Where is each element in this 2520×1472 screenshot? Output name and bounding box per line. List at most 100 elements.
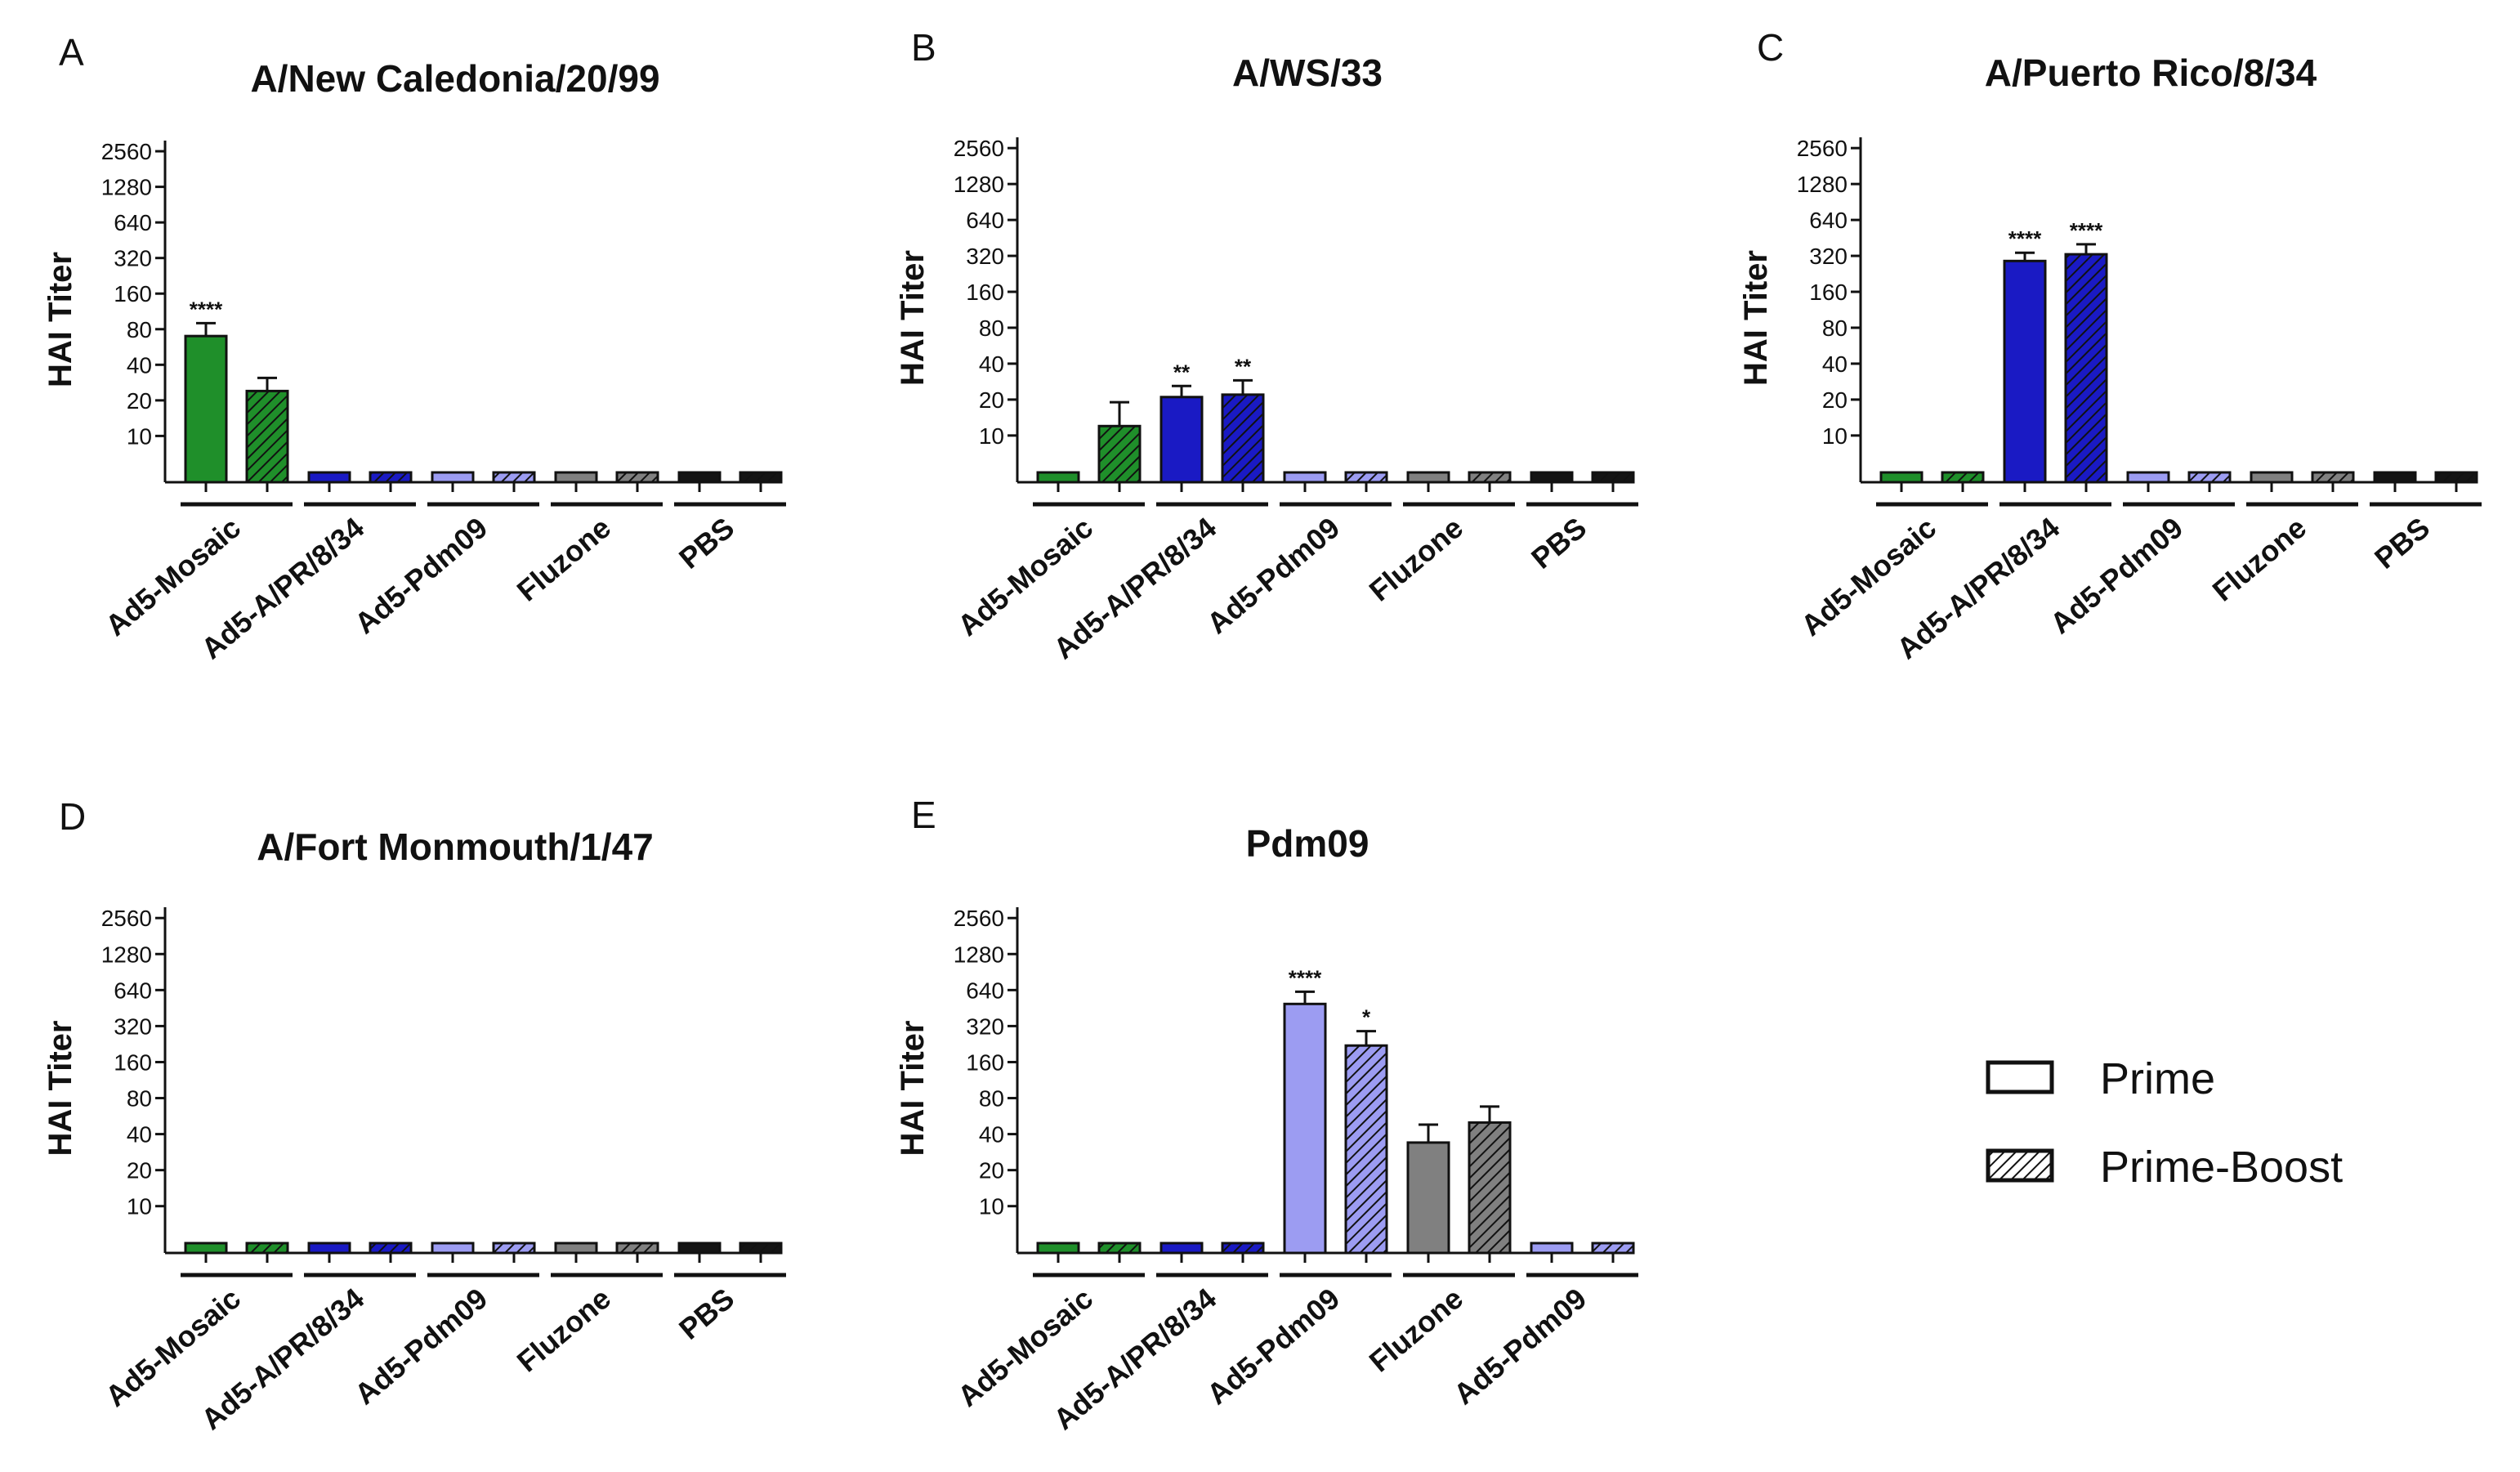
y-tick-label: 80	[1822, 315, 1848, 341]
y-tick-label: 320	[966, 244, 1004, 269]
y-tick-label: 2560	[101, 139, 152, 164]
y-tick-label: 160	[1809, 280, 1848, 305]
bar-ad5-pdm09-prime	[1283, 1002, 1327, 1255]
panel-a: A A/New Caledonia/20/99 HAI Titer 10 20 40 80 1…	[42, 31, 786, 665]
significance-label: ****	[2008, 226, 2042, 251]
bar-fluzone-prime-boost	[615, 1242, 659, 1255]
bar-ad5-pdm09-prime	[1530, 1242, 1574, 1255]
panel-letter: C	[1757, 26, 1784, 69]
panel-title: A/WS/33	[1232, 51, 1383, 94]
y-tick-label: 160	[114, 281, 152, 306]
y-tick-label: 40	[127, 352, 152, 378]
bar-ad5-mosaic-prime	[1036, 471, 1080, 484]
panel-b: B A/WS/33 HAI Titer 10 20 40 80 160 320 640 1280 25…	[895, 26, 1638, 665]
bar-pbs-prime-boost	[739, 1242, 783, 1255]
y-tick-label: 10	[979, 1194, 1004, 1219]
bar-ad5-a-pr-8-34-prime-boost	[369, 471, 413, 484]
y-tick-label: 640	[114, 978, 152, 1003]
y-tick-label: 1280	[954, 942, 1004, 967]
bar-ad5-pdm09-prime-boost	[492, 1242, 536, 1255]
y-axis-label: HAI Titer	[42, 252, 78, 387]
y-tick-label: 640	[114, 210, 152, 235]
y-tick-label: 320	[114, 1013, 152, 1039]
x-tick-label: Ad5-Pdm09	[1447, 1282, 1593, 1412]
y-tick-label: 10	[127, 1194, 152, 1219]
y-tick-label: 10	[979, 423, 1004, 449]
y-axis-label: HAI Titer	[1738, 250, 1774, 386]
y-axis-label: HAI Titer	[895, 1021, 931, 1157]
y-tick-label: 1280	[101, 175, 152, 200]
bar-ad5-pdm09-prime	[431, 1242, 475, 1255]
bar-fluzone-prime-boost	[1468, 471, 1512, 484]
x-tick-label: Ad5-Pdm09	[348, 511, 494, 641]
legend-prime-boost-label: Prime-Boost	[2100, 1143, 2343, 1192]
y-tick-label: 20	[127, 1158, 152, 1183]
bar-ad5-a-pr-8-34-prime	[307, 1242, 351, 1255]
bar-pbs-prime-boost	[739, 471, 783, 484]
bar-ad5-mosaic-prime-boost	[1097, 1242, 1142, 1255]
x-tick-label: PBS	[672, 1282, 740, 1346]
significance-label: ****	[2070, 218, 2103, 243]
bar-ad5-mosaic-prime	[1036, 1242, 1080, 1255]
bar-ad5-mosaic-prime	[184, 334, 228, 484]
y-tick-label: 160	[966, 280, 1004, 305]
significance-label: **	[1235, 354, 1252, 378]
panel-c: C A/Puerto Rico/8/34 HAI Titer 10 20 40 80 160 3…	[1738, 26, 2482, 665]
x-tick-label: PBS	[1525, 511, 1593, 575]
y-tick-label: 40	[1822, 351, 1848, 377]
y-tick-label: 320	[114, 246, 152, 271]
y-tick-label: 10	[1822, 423, 1848, 449]
bar-pbs-prime	[1530, 471, 1574, 484]
y-tick-label: 2560	[101, 906, 152, 931]
y-tick-label: 40	[979, 1122, 1004, 1148]
bar-pbs-prime	[677, 471, 722, 484]
y-tick-label: 80	[979, 315, 1004, 341]
bar-ad5-pdm09-prime-boost	[1344, 471, 1388, 484]
y-tick-label: 80	[127, 1086, 152, 1112]
bar-ad5-mosaic-prime	[1879, 471, 1924, 484]
bar-fluzone-prime	[554, 471, 598, 484]
bar-pbs-prime-boost	[2434, 471, 2478, 484]
x-tick-label: Ad5-Pdm09	[2044, 511, 2189, 641]
significance-label: *	[1362, 1005, 1371, 1030]
x-tick-label: Fluzone	[511, 1282, 618, 1379]
y-tick-label: 320	[1809, 244, 1848, 269]
panel-title: Pdm09	[1246, 822, 1369, 865]
y-tick-label: 20	[979, 387, 1004, 413]
bar-ad5-a-pr-8-34-prime-boost	[1221, 393, 1265, 484]
panel-letter: E	[911, 794, 936, 836]
bar-fluzone-prime	[2250, 471, 2294, 484]
bar-ad5-pdm09-prime-boost	[1344, 1044, 1388, 1255]
bar-ad5-mosaic-prime	[184, 1242, 228, 1255]
x-tick-label: PBS	[2368, 511, 2436, 575]
bar-fluzone-prime-boost	[615, 471, 659, 484]
x-tick-label: Fluzone	[1363, 1282, 1470, 1379]
bar-ad5-pdm09-prime-boost	[2187, 471, 2232, 484]
significance-label: ****	[1289, 965, 1322, 990]
legend: Prime Prime-Boost	[1986, 1054, 2343, 1192]
y-tick-label: 20	[127, 388, 152, 414]
panel-e: E Pdm09 HAI Titer 10 20 40 80 160 320 640 1280 2560…	[895, 794, 1638, 1436]
bar-ad5-mosaic-prime-boost	[245, 1242, 289, 1255]
bar-ad5-a-pr-8-34-prime-boost	[1221, 1242, 1265, 1255]
bar-ad5-a-pr-8-34-prime	[2003, 259, 2047, 484]
y-tick-label: 1280	[954, 172, 1004, 197]
bar-ad5-mosaic-prime-boost	[245, 389, 289, 484]
x-tick-label: PBS	[672, 511, 740, 575]
y-tick-label: 20	[1822, 387, 1848, 413]
bar-fluzone-prime-boost	[2311, 471, 2355, 484]
panel-letter: B	[911, 26, 936, 69]
legend-prime-swatch	[1986, 1060, 2054, 1094]
y-tick-label: 10	[127, 423, 152, 449]
bar-ad5-a-pr-8-34-prime-boost	[369, 1242, 413, 1255]
legend-prime-label: Prime	[2100, 1054, 2215, 1103]
x-tick-label: Fluzone	[2206, 511, 2313, 608]
bar-ad5-pdm09-prime	[1283, 471, 1327, 484]
bar-ad5-a-pr-8-34-prime	[1159, 1242, 1204, 1255]
x-tick-label: Fluzone	[511, 511, 618, 608]
bar-fluzone-prime	[554, 1242, 598, 1255]
x-tick-label: Ad5-Pdm09	[1200, 1282, 1346, 1412]
bar-ad5-mosaic-prime-boost	[1097, 424, 1142, 484]
bar-ad5-a-pr-8-34-prime-boost	[2064, 253, 2108, 484]
